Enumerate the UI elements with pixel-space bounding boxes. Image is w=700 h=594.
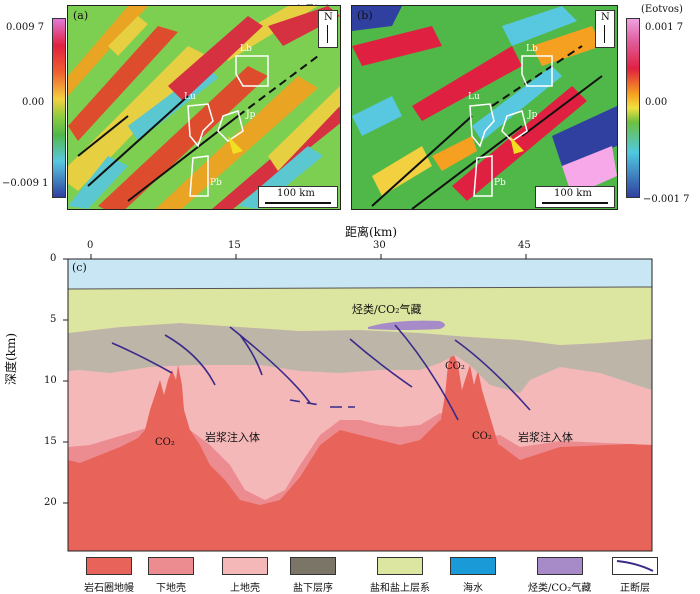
y-axis-title: 深度(km) [4,332,18,385]
legend-label: 海水 [463,583,483,594]
right-magma-intrusion-shape [420,350,505,465]
panel-a-tag: (a) [73,9,89,22]
panel-b-scalebar: 100 km [535,186,615,208]
annotation-magma-right: 岩浆注入体 [518,431,573,444]
panel-a-north-label: N [324,12,333,23]
panel-a-map-image [68,6,340,209]
panel-c-tag: (c) [72,261,87,274]
legend-swatch [222,557,268,575]
legend-item-seawater: 海水 [450,557,496,594]
legend-swatch [290,557,336,575]
gas-reservoir-shape [368,320,445,330]
panel-b-map-image [352,6,617,209]
panel-a-scale-mid: 0.00 [22,97,45,108]
layer-salt-and-post-salt [68,287,652,345]
panel-a-scalebar: 100 km [258,186,338,208]
annotation-co2-left: CO₂ [155,437,175,448]
legend-label: 上地壳 [230,583,260,594]
panel-a-map: (a) Lb Lu Jp Pb N 100 km [67,5,341,210]
panel-a-label-pb: Pb [210,178,222,188]
panel-b-map: (b) Lb Lu Jp Pb N 100 km [351,5,618,210]
panel-a-scale-max: 0.009 7 [6,22,45,33]
legend-swatch [148,557,194,575]
annotation-co2-right-top: CO₂ [445,361,465,372]
panel-b-scale-mid: 0.00 [645,97,668,108]
panel-a-label-lb: Lb [240,44,252,54]
y-tick-10: 10 [44,375,57,386]
panel-a-scalebar-label: 100 km [277,188,315,199]
panel-a-label-jp: Jp [246,110,256,120]
legend-swatch [450,557,496,575]
normal-faults [111,324,531,421]
panel-b-north-arrow: N [595,10,615,48]
panel-a-north-arrow: N [318,10,338,48]
north-arrow-icon [327,25,328,43]
x-tick-15: 15 [228,240,241,251]
y-tick-15: 15 [44,436,57,447]
legend-label: 正断层 [620,583,650,594]
x-axis-title: 距离(km) [345,225,398,239]
panel-b-unit: (Eotvos) [641,4,683,15]
x-tick-45: 45 [518,240,531,251]
panel-c: 距离(km) [0,215,700,555]
legend-item-lithospheric-mantle: 岩石圈地幔 [84,557,134,594]
legend-label: 烃类/CO₂气藏 [528,583,592,594]
panel-a-colorbar [52,18,66,198]
panel-a-scale-min: −0.009 1 [2,178,49,189]
legend-item-salt-post-salt: 盐和盐上层系 [370,557,430,594]
panel-b-colorbar [626,18,640,198]
panel-b-scale-min: −0.001 7 [643,194,690,205]
panel-a: 0.009 7 0.00 −0.009 1 (nT/m) [0,0,345,215]
annotation-magma-left: 岩浆注入体 [205,431,260,444]
legend-item-lower-crust: 下地壳 [148,557,194,594]
annotation-gas: 烃类/CO₂气藏 [352,303,422,316]
legend-fault-swatch [612,557,658,575]
legend-item-gas-reservoir: 烃类/CO₂气藏 [528,557,591,594]
panel-b-label-jp: Jp [528,110,538,120]
annotation-co2-right-bottom: CO₂ [472,431,492,442]
legend-swatch [536,557,583,575]
layer-pre-salt-sequence [68,323,652,393]
panel-b: (b) Lb Lu Jp Pb N 100 km (Eotvos) 0.001 … [345,0,700,215]
panel-b-label-pb: Pb [494,178,506,188]
y-tick-0: 0 [50,253,57,264]
legend-item-normal-fault: 正断层 [612,557,658,594]
cross-section-svg [63,254,653,552]
x-tick-30: 30 [373,240,386,251]
left-magma-intrusion-shape [110,365,215,485]
y-tick-5: 5 [50,314,57,325]
legend-swatch [86,557,132,575]
legend-item-pre-salt: 盐下层序 [290,557,336,594]
x-tick-0: 0 [87,240,94,251]
legend-label: 下地壳 [156,583,186,594]
y-tick-20: 20 [44,497,57,508]
legend-label: 岩石圈地幔 [84,583,134,594]
legend-label: 盐和盐上层系 [370,583,430,594]
legend-swatch [377,557,423,575]
panel-b-scalebar-label: 100 km [554,188,592,199]
legend-item-upper-crust: 上地壳 [222,557,268,594]
panel-b-label-lb: Lb [526,44,538,54]
layer-seawater [68,259,652,289]
panel-b-label-lu: Lu [468,92,480,102]
panel-b-scale-max: 0.001 7 [645,22,684,33]
panel-b-north-label: N [601,12,610,23]
legend-label: 盐下层序 [293,583,333,594]
north-arrow-icon [604,25,605,43]
panel-a-label-lu: Lu [184,92,196,102]
panel-b-tag: (b) [357,9,373,22]
